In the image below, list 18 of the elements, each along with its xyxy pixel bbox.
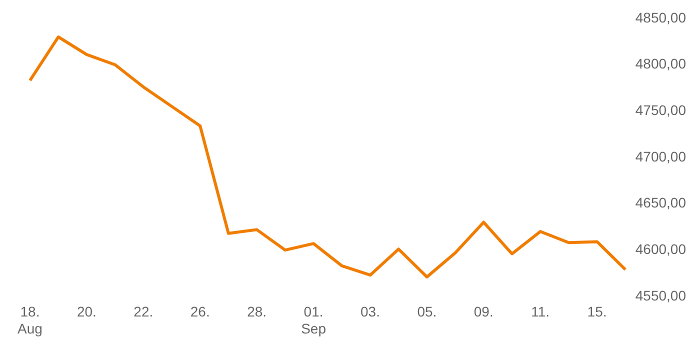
x-tick-label: 26.	[190, 304, 210, 320]
x-tick-label: 20.	[76, 304, 96, 320]
y-tick-label: 4750,00	[635, 102, 686, 118]
y-tick-label: 4850,00	[635, 9, 686, 26]
y-tick-label: 4800,00	[635, 56, 686, 72]
y-tick-label: 4550,00	[635, 287, 686, 304]
x-tick-label: 11.	[531, 304, 550, 320]
x-tick-label: 22.	[134, 304, 154, 320]
y-tick-label: 4600,00	[635, 240, 686, 257]
x-tick-label: 28.	[247, 304, 267, 320]
y-tick-label: 4700,00	[635, 148, 686, 164]
x-tick-label: 05.	[417, 304, 437, 320]
x-tick-label: 03.	[360, 304, 380, 320]
y-tick-label: 4650,00	[635, 194, 686, 211]
x-tick-label: 09.	[474, 304, 494, 320]
x-tick-label: 18. Aug	[18, 304, 42, 336]
x-tick-label: 01. Sep	[301, 304, 326, 336]
x-tick-label: 15.	[587, 304, 607, 320]
